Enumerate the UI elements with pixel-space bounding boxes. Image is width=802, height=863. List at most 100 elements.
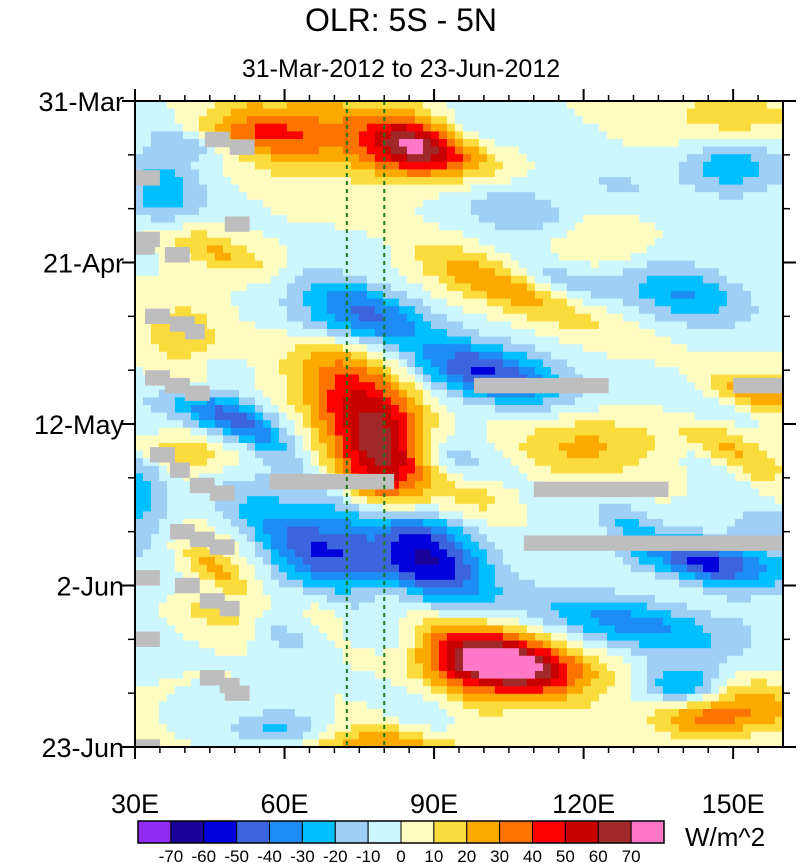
heatmap-cell [279,154,288,163]
heatmap-cell [255,101,264,110]
heatmap-cell [727,116,736,125]
heatmap-cell [767,101,776,110]
heatmap-cell [135,511,144,520]
heatmap-cell [511,161,520,170]
heatmap-cell [671,367,680,376]
heatmap-cell [447,329,456,338]
heatmap-cell [415,230,424,239]
heatmap-cell [623,549,632,558]
heatmap-cell [647,336,656,345]
heatmap-cell [671,496,680,505]
heatmap-cell [559,313,568,322]
heatmap-cell [655,253,664,262]
heatmap-cell [727,222,736,231]
heatmap-cell [271,161,280,170]
heatmap-cell [575,359,584,368]
heatmap-cell [351,344,360,353]
heatmap-cell [511,268,520,277]
heatmap-cell [511,177,520,186]
heatmap-cell [567,329,576,338]
heatmap-cell [599,443,608,452]
heatmap-cell [343,230,352,239]
heatmap-cell [743,412,752,421]
heatmap-cell [399,481,408,490]
heatmap-cell [711,230,720,239]
heatmap-cell [599,420,608,429]
heatmap-cell [551,207,560,216]
heatmap-cell [239,306,248,315]
heatmap-cell [743,222,752,231]
heatmap-cell [575,473,584,482]
heatmap-cell [711,146,720,155]
heatmap-cell [663,351,672,360]
heatmap-cell [631,496,640,505]
heatmap-cell [655,215,664,224]
heatmap-cell [231,481,240,490]
heatmap-cell [383,177,392,186]
heatmap-cell [255,237,264,246]
heatmap-cell [567,161,576,170]
heatmap-cell [767,306,776,315]
heatmap-cell [135,313,144,322]
heatmap-cell [311,450,320,459]
heatmap-cell [255,412,264,421]
heatmap-cell [623,298,632,307]
heatmap-cell [671,519,680,528]
heatmap-cell [327,427,336,436]
heatmap-cell [623,374,632,383]
heatmap-cell [143,412,152,421]
heatmap-cell [727,329,736,338]
heatmap-cell [183,199,192,208]
heatmap-cell [695,488,704,497]
heatmap-cell [519,298,528,307]
heatmap-cell [775,450,783,459]
heatmap-cell [255,321,264,330]
heatmap-cell [287,557,296,566]
heatmap-cell [711,511,720,520]
heatmap-cell [287,351,296,360]
heatmap-cell [463,329,472,338]
heatmap-cell [223,245,232,254]
heatmap-cell [431,215,440,224]
heatmap-cell [639,131,648,140]
heatmap-cell [735,511,744,520]
heatmap-cell [439,245,448,254]
heatmap-cell [351,549,360,558]
heatmap-cell [543,503,552,512]
heatmap-cell [303,199,312,208]
heatmap-cell [671,405,680,414]
heatmap-cell [151,131,160,140]
heatmap-cell [231,298,240,307]
heatmap-cell [295,519,304,528]
heatmap-cell [479,405,488,414]
heatmap-cell [527,367,536,376]
heatmap-cell [319,351,328,360]
heatmap-cell [231,397,240,406]
heatmap-cell [719,207,728,216]
heatmap-cell [143,192,152,201]
heatmap-cell [735,169,744,178]
heatmap-cell [519,450,528,459]
heatmap-cell [407,412,416,421]
heatmap-cell [167,116,176,125]
heatmap-cell [383,526,392,535]
heatmap-cell [463,215,472,224]
heatmap-cell [503,435,512,444]
heatmap-cell [751,496,760,505]
heatmap-cell [575,420,584,429]
heatmap-cell [567,184,576,193]
heatmap-cell [215,564,224,573]
heatmap-cell [359,177,368,186]
heatmap-cell [695,184,704,193]
heatmap-cell [535,397,544,406]
heatmap-cell [199,420,208,429]
heatmap-cell [735,245,744,254]
heatmap-cell [447,169,456,178]
heatmap-cell [735,488,744,497]
heatmap-cell [215,420,224,429]
heatmap-cell [743,344,752,353]
heatmap-cell [215,222,224,231]
heatmap-cell [775,275,783,284]
heatmap-cell [487,541,496,550]
heatmap-cell [159,222,168,231]
